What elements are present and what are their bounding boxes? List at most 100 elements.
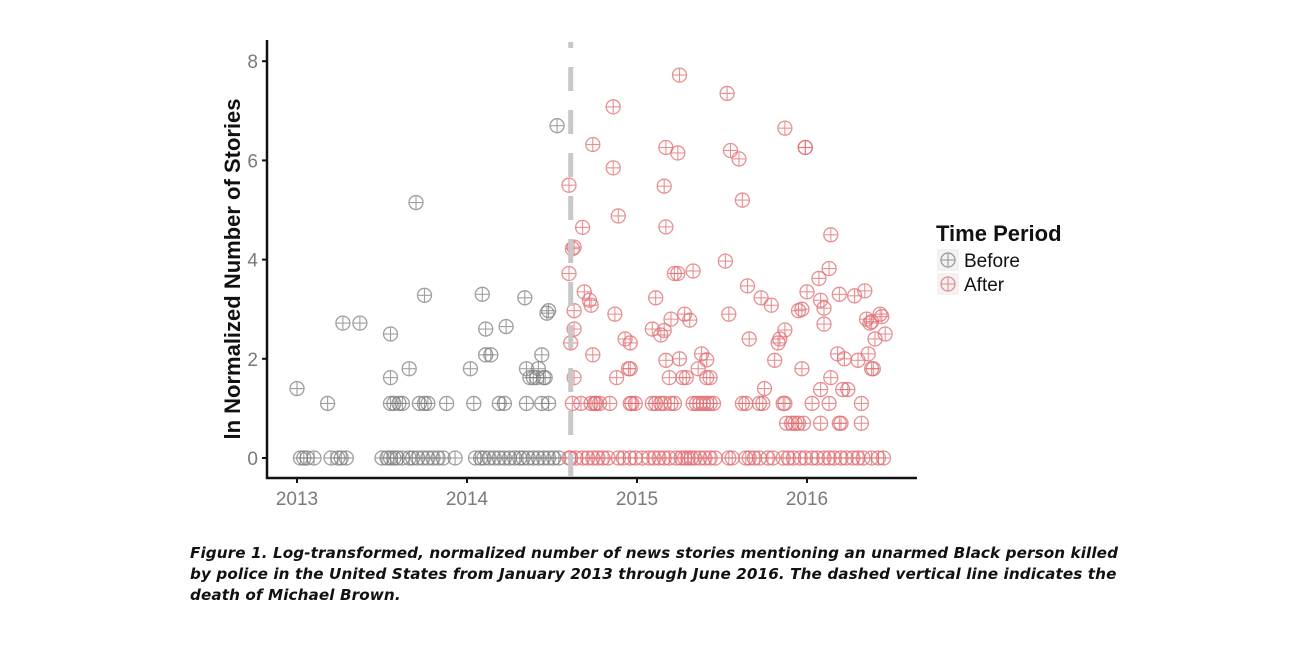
data-point-before — [382, 369, 399, 386]
data-point-before — [483, 347, 499, 363]
data-point-after — [719, 85, 735, 102]
data-point-after — [610, 208, 626, 224]
data-point-after — [812, 415, 829, 431]
data-point-after — [860, 346, 876, 362]
x-tick-label: 2013 — [276, 489, 318, 510]
data-point-after — [648, 290, 664, 306]
data-point-after — [699, 352, 715, 368]
legend-marker-after — [940, 276, 956, 292]
data-point-before — [498, 318, 514, 335]
data-point-after — [605, 99, 621, 115]
data-point-before — [466, 395, 482, 412]
data-point-before — [420, 395, 436, 412]
scatter-chart: 0 2 4 6 8 2013 2014 2015 2016 ln Normalized Num… — [220, 40, 1062, 510]
data-point-after — [816, 316, 832, 332]
points-layer — [289, 67, 893, 466]
data-point-after — [717, 253, 734, 269]
data-point-after — [690, 361, 706, 377]
data-point-after — [840, 381, 856, 398]
legend-title: Time Period — [936, 221, 1062, 246]
y-tick-label: 2 — [247, 350, 258, 371]
y-tick-label: 4 — [247, 251, 258, 272]
data-point-after — [741, 331, 757, 347]
data-point-before — [447, 450, 463, 466]
data-point-after — [767, 352, 783, 368]
data-point-after — [795, 415, 812, 431]
data-point-after — [585, 136, 601, 153]
data-point-after — [804, 395, 820, 412]
legend-label-after: After — [964, 275, 1005, 296]
data-point-after — [663, 311, 679, 327]
data-point-after — [607, 306, 623, 322]
data-point-after — [722, 142, 739, 159]
data-point-after — [608, 369, 625, 386]
legend-item-after: After — [937, 273, 1005, 296]
y-tick-label: 0 — [247, 449, 258, 470]
data-point-after — [561, 265, 577, 282]
data-point-after — [865, 361, 881, 377]
x-tick-label: 2014 — [446, 489, 489, 510]
data-point-after — [707, 450, 723, 466]
data-point-before — [306, 450, 322, 466]
data-point-after — [755, 395, 771, 412]
legend: Time Period Before After — [936, 221, 1062, 296]
data-point-after — [622, 361, 638, 377]
data-point-after — [561, 177, 577, 193]
data-point-after — [702, 369, 718, 386]
data-point-after — [658, 352, 674, 368]
data-point-before — [540, 395, 557, 412]
data-point-after — [823, 369, 839, 386]
data-point-after — [566, 303, 582, 319]
data-point-after — [658, 219, 674, 235]
data-point-after — [670, 145, 686, 161]
y-axis-title: ln Normalized Number of Stories — [220, 98, 245, 439]
data-point-after — [797, 139, 813, 156]
legend-item-before: Before — [937, 249, 1020, 272]
data-point-after — [661, 369, 677, 386]
figure-caption: Figure 1. Log-transformed, normalized nu… — [190, 544, 1119, 604]
x-axis-ticks: 2013 2014 2015 2016 — [276, 478, 828, 510]
data-point-after — [671, 67, 688, 83]
data-point-after — [739, 278, 756, 294]
data-point-before — [319, 395, 336, 412]
data-point-before — [478, 321, 494, 337]
data-point-after — [875, 450, 892, 466]
y-tick-label: 8 — [247, 52, 258, 73]
x-tick-label: 2016 — [786, 489, 828, 510]
data-point-after — [857, 283, 873, 299]
data-point-before — [416, 287, 433, 303]
data-point-before — [438, 395, 455, 412]
data-point-before — [518, 395, 535, 412]
data-point-before — [537, 369, 553, 386]
data-point-after — [777, 120, 793, 136]
data-point-after — [721, 306, 737, 322]
data-point-after — [678, 369, 694, 386]
data-point-after — [756, 380, 773, 397]
data-point-after — [734, 192, 751, 208]
data-point-before — [401, 361, 417, 377]
data-point-after — [794, 361, 810, 377]
data-point-after — [831, 286, 847, 302]
data-point-after — [874, 308, 890, 325]
data-point-before — [462, 361, 479, 377]
data-point-before — [335, 315, 351, 331]
data-point-after — [602, 395, 618, 412]
data-point-after — [585, 347, 601, 363]
data-point-after — [670, 265, 686, 282]
data-point-before — [474, 286, 490, 302]
data-point-after — [753, 290, 769, 306]
data-point-after — [833, 415, 849, 431]
data-point-after — [656, 322, 672, 339]
data-point-after — [682, 312, 698, 328]
data-point-before — [382, 326, 399, 342]
legend-label-before: Before — [964, 251, 1020, 272]
data-point-before — [338, 450, 354, 466]
data-point-before — [540, 303, 557, 319]
data-point-after — [724, 450, 740, 466]
y-tick-label: 6 — [247, 151, 258, 172]
data-point-after — [821, 395, 837, 412]
data-point-after — [671, 351, 688, 367]
data-point-before — [517, 290, 533, 306]
data-point-after — [731, 151, 747, 167]
data-point-after — [799, 284, 815, 300]
